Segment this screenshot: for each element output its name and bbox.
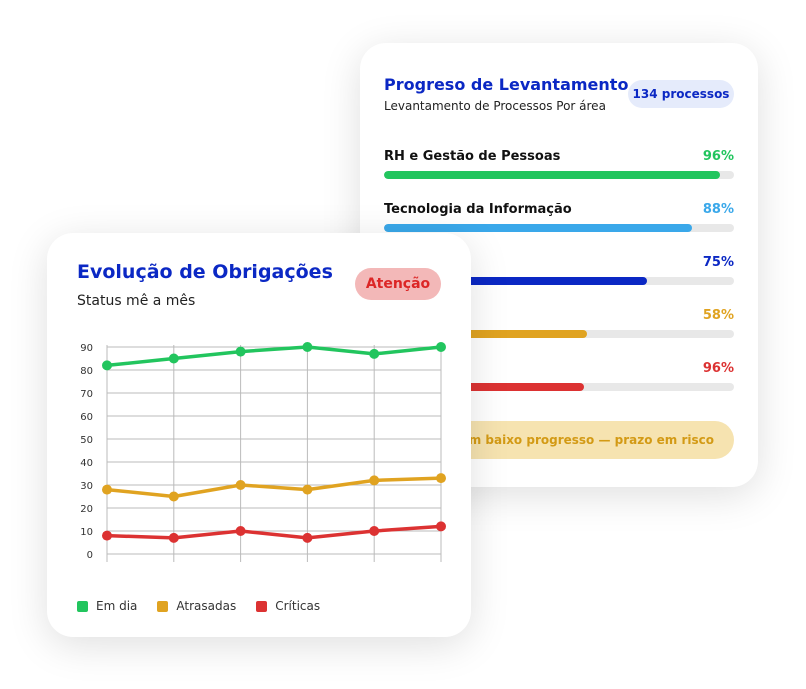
- legend-swatch: [77, 600, 88, 612]
- data-point: [369, 475, 380, 486]
- progress-row-percent: 75%: [702, 255, 734, 270]
- process-count-badge: 134 processos: [628, 80, 734, 108]
- data-point: [102, 484, 112, 495]
- y-tick-label: 20: [80, 504, 93, 515]
- data-point: [168, 353, 179, 364]
- y-tick-label: 30: [80, 481, 93, 492]
- legend-label: Críticas: [275, 599, 321, 613]
- chart-card: Evolução de Obrigações Status mê a mês A…: [47, 233, 471, 637]
- progress-row-label: RH e Gestão de Pessoas: [384, 149, 561, 164]
- data-point: [302, 484, 313, 495]
- y-tick-label: 70: [80, 389, 93, 400]
- data-point: [102, 530, 112, 541]
- data-point: [369, 348, 380, 359]
- data-point: [235, 526, 246, 536]
- progress-row-percent: 96%: [702, 149, 734, 164]
- data-point: [436, 473, 446, 484]
- legend-item: Atrasadas: [157, 599, 236, 613]
- progress-row-label: Tecnologia da Informação: [384, 202, 572, 217]
- progress-title: Progreso de Levantamento: [384, 75, 629, 94]
- data-point: [102, 360, 112, 371]
- progress-fill: [384, 383, 584, 391]
- y-tick-label: 80: [80, 366, 93, 377]
- data-point: [235, 480, 246, 490]
- chart-title: Evolução de Obrigações: [77, 261, 333, 283]
- y-tick-label: 0: [87, 550, 93, 561]
- data-point: [168, 532, 179, 543]
- progress-track: [384, 224, 734, 232]
- legend-swatch: [256, 600, 268, 612]
- progress-track: [384, 383, 734, 391]
- y-tick-label: 40: [80, 458, 93, 469]
- chart-subtitle: Status mê a mês: [77, 293, 196, 309]
- data-point: [235, 346, 246, 357]
- progress-fill: [384, 277, 647, 285]
- data-point: [436, 342, 446, 352]
- progress-track: [384, 171, 734, 179]
- progress-fill: [384, 171, 720, 179]
- progress-track: [384, 330, 734, 338]
- legend-item: Em dia: [77, 599, 137, 613]
- y-tick-label: 10: [80, 527, 93, 538]
- progress-row-percent: 96%: [702, 361, 734, 376]
- data-point: [302, 532, 313, 543]
- series-line: [105, 524, 443, 540]
- data-point: [168, 491, 179, 502]
- line-chart: 0 10 20 30 40 50 60 70 80 90: [80, 342, 446, 562]
- progress-row-percent: 58%: [702, 308, 734, 323]
- progress-fill: [384, 224, 692, 232]
- progress-subtitle: Levantamento de Processos Por área: [384, 99, 606, 113]
- y-tick-label: 60: [80, 412, 93, 423]
- legend-label: Em dia: [96, 599, 138, 613]
- data-point: [302, 342, 313, 352]
- y-tick-label: 50: [80, 435, 93, 446]
- legend-item: Críticas: [256, 599, 320, 613]
- legend-swatch: [157, 600, 169, 612]
- chart-legend: Em dia Atrasadas Críticas: [77, 599, 320, 613]
- legend-label: Atrasadas: [176, 599, 237, 613]
- y-tick-label: 90: [80, 343, 93, 354]
- progress-fill: [384, 330, 587, 338]
- series-line: [105, 345, 443, 368]
- progress-row-percent: 88%: [702, 202, 734, 217]
- data-point: [369, 526, 380, 536]
- attention-badge: Atenção: [355, 268, 441, 300]
- progress-track: [384, 277, 734, 285]
- series-line: [105, 476, 443, 499]
- data-point: [436, 521, 446, 532]
